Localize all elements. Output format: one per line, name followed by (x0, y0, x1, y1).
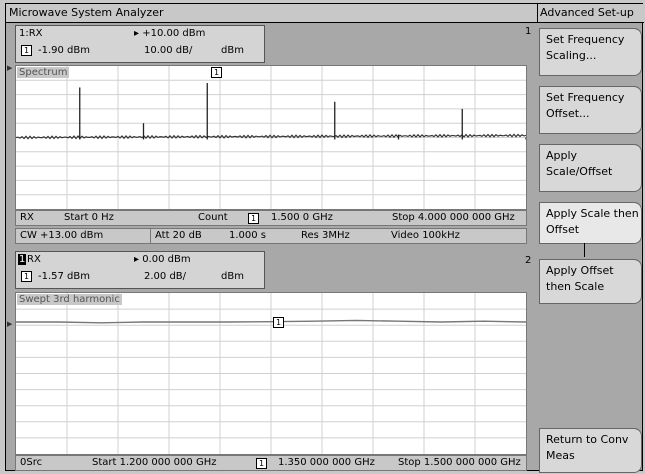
trace1-number: 1 (525, 26, 532, 37)
apply-scale-then-offset-button[interactable]: Apply Scale then Offset (539, 202, 642, 244)
trace2-source: 0Src (20, 457, 43, 468)
softkey-link-line (584, 243, 585, 257)
trace1-stop: Stop 4.000 000 000 GHz (392, 212, 515, 223)
sweep-time: 1.000 s (229, 230, 267, 241)
resolution-bw: Res 3MHz (301, 230, 350, 241)
trace1-marker-flag: 1 (211, 67, 223, 78)
trace1-status-bar: RX Start 0 Hz Count 1 1.500 0 GHz Stop 4… (15, 210, 527, 226)
set-frequency-scaling-button[interactable]: Set Frequency Scaling... (539, 28, 642, 76)
softkey-label: Set Frequency Scaling... (546, 33, 625, 62)
trace1-ref-level: ▸ +10.00 dBm (134, 28, 206, 39)
video-bw: Video 100kHz (391, 230, 460, 241)
trace2-marker-freq: 1.350 000 000 GHz (278, 457, 375, 468)
trace2-name: RX (27, 254, 41, 265)
softkey-label: Return to Conv Meas (546, 433, 629, 462)
trace2-marker-box: 1 (21, 271, 33, 282)
trace2-scale: 2.00 dB/ (144, 271, 187, 282)
trace1-status-marker-box: 1 (248, 213, 260, 224)
apply-scale-offset-button[interactable]: Apply Scale/Offset (539, 144, 642, 192)
trace1-plot-label: Spectrum (17, 67, 70, 78)
trace1-scale: 10.00 dB/ (144, 45, 193, 56)
softkey-label: Apply Offset then Scale (546, 264, 614, 293)
cw-power: CW +13.00 dBm (20, 230, 104, 241)
trace2-chart (16, 293, 526, 454)
trace2-number: 2 (525, 255, 532, 266)
return-to-conv-meas-button[interactable]: Return to Conv Meas (539, 428, 642, 473)
trace1-marker-freq: 1.500 0 GHz (271, 212, 333, 223)
trace1-chart (16, 66, 526, 209)
trace2-status-bar: 0Src Start 1.200 000 000 GHz 1 1.350 000… (15, 455, 527, 471)
trace1-source: RX (20, 212, 34, 223)
trace2-ref-level: ▸ 0.00 dBm (134, 254, 191, 265)
trace1-settings-bar: CW +13.00 dBm Att 20 dB 1.000 s Res 3MHz… (15, 228, 527, 244)
trace2-plot-label: Swept 3rd harmonic (17, 294, 122, 305)
trace2-stop: Stop 1.500 000 000 GHz (398, 457, 521, 468)
trace2-unit: dBm (221, 271, 244, 282)
apply-offset-then-scale-button[interactable]: Apply Offset then Scale (539, 259, 642, 304)
trace2-marker-value: -1.57 dBm (38, 271, 91, 282)
trace1-name: 1:RX (19, 28, 43, 39)
trace1-marker-box: 1 (21, 45, 33, 56)
trace2-ref-arrow: ▶ (7, 320, 13, 328)
trace2-start: Start 1.200 000 000 GHz (92, 457, 217, 468)
trace2-name-index: 1 (18, 254, 27, 265)
attenuation: Att 20 dB (150, 229, 202, 243)
trace1-start: Start 0 Hz (64, 212, 114, 223)
trace1-plot[interactable]: Spectrum 1 (15, 65, 527, 210)
softkey-label: Set Frequency Offset... (546, 91, 625, 120)
softkey-label: Apply Scale/Offset (546, 149, 613, 178)
trace1-count: Count (198, 212, 228, 223)
trace1-header[interactable]: 1:RX ▸ +10.00 dBm 1 -1.90 dBm 10.00 dB/ … (15, 25, 265, 63)
trace2-header[interactable]: 1 RX ▸ 0.00 dBm 1 -1.57 dBm 2.00 dB/ dBm (15, 251, 265, 289)
noise-floor-trace (16, 133, 526, 140)
trace1-ref-arrow: ▶ (7, 64, 13, 72)
trace2-marker-flag: 1 (273, 317, 285, 328)
trace2-plot[interactable]: Swept 3rd harmonic 1 (15, 292, 527, 455)
app-window: Microwave System Analyzer Advanced Set-u… (5, 3, 644, 473)
softkey-label: Apply Scale then Offset (546, 207, 639, 236)
app-title: Microwave System Analyzer (6, 4, 538, 23)
trace1-marker-value: -1.90 dBm (38, 45, 91, 56)
set-frequency-offset-button[interactable]: Set Frequency Offset... (539, 86, 642, 134)
trace1-unit: dBm (221, 45, 244, 56)
softkey-menu-title: Advanced Set-up (538, 4, 644, 23)
trace2-status-marker-box: 1 (256, 458, 268, 469)
harmonic-trace (16, 319, 526, 324)
